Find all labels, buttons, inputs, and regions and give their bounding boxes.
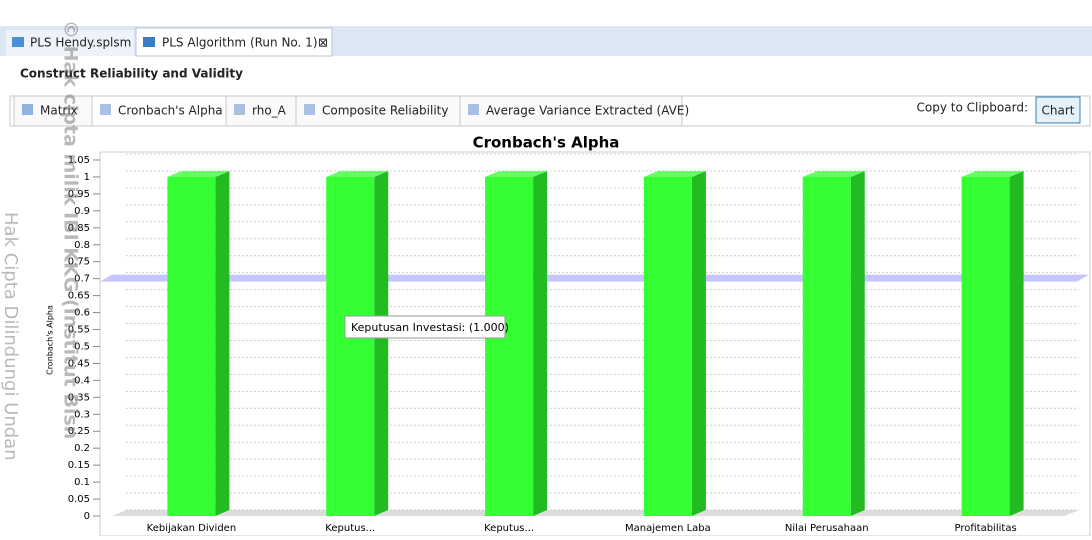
y-axis-label: Cronbach's Alpha	[46, 305, 55, 375]
close-icon[interactable]: ⊠	[318, 36, 328, 50]
bar-top	[485, 170, 548, 177]
y-tick-label: 0.25	[68, 426, 90, 437]
y-tick-label: 0.15	[68, 460, 90, 471]
bar-top	[326, 170, 389, 177]
tooltip: Keputusan Investasi: (1.000)	[351, 321, 509, 334]
y-tick-label: 0.3	[74, 409, 90, 420]
bar	[961, 176, 1010, 516]
tab-icon	[304, 104, 315, 115]
y-tick-label: 1	[84, 172, 90, 183]
sub-tab[interactable]	[459, 95, 683, 127]
bar-side	[374, 170, 389, 516]
sub-tab-label[interactable]: Matrix	[40, 104, 78, 118]
bar-side	[215, 170, 230, 516]
tab-icon	[22, 104, 33, 115]
y-tick-label: 0.45	[68, 358, 90, 369]
x-tick-label: Kebijakan Dividen	[147, 523, 237, 534]
tab-icon	[143, 37, 155, 47]
tab-icon	[234, 104, 245, 115]
y-tick-label: 0.55	[68, 325, 90, 336]
clipboard-label: Copy to Clipboard:	[917, 101, 1028, 115]
y-tick-label: 0.2	[74, 443, 90, 454]
y-tick-label: 0.8	[74, 240, 90, 251]
bar	[485, 176, 534, 516]
sub-tab-label[interactable]: Average Variance Extracted (AVE)	[486, 104, 689, 118]
watermark: Hak Cipta Dilindungi Undan	[0, 212, 21, 461]
x-tick-label: Keputus...	[325, 523, 375, 534]
y-tick-label: 0	[84, 511, 90, 522]
y-tick-label: 0.7	[74, 274, 90, 285]
chart-title: Cronbach's Alpha	[473, 134, 620, 152]
sub-tab-label[interactable]: Cronbach's Alpha	[118, 104, 223, 118]
heading: Construct Reliability and Validity	[20, 67, 243, 81]
bar	[802, 176, 851, 516]
sub-tab-label[interactable]: Composite Reliability	[322, 104, 449, 118]
bar-side	[691, 170, 706, 516]
x-tick-label: Nilai Perusahaan	[785, 523, 869, 534]
y-tick-label: 0.75	[68, 257, 90, 268]
bar-side	[850, 170, 865, 516]
tooltip-box	[344, 315, 506, 339]
y-tick-label: 0.6	[74, 308, 90, 319]
sub-tab[interactable]	[91, 95, 227, 127]
bar-side	[1009, 170, 1024, 516]
x-tick-label: Keputus...	[484, 523, 534, 534]
sub-tab[interactable]	[295, 95, 461, 127]
y-tick-label: 0.1	[74, 477, 90, 488]
bar	[167, 176, 216, 516]
bar-top	[167, 170, 230, 177]
plot-frame	[99, 151, 1091, 537]
threshold-line	[100, 274, 1089, 282]
y-tick-label: 1.05	[68, 155, 90, 166]
bar-top	[643, 170, 706, 177]
clipboard-button-label[interactable]: Chart	[1042, 104, 1075, 118]
x-tick-label: Profitabilitas	[955, 523, 1017, 534]
floor	[112, 510, 1079, 516]
y-tick-label: 0.9	[74, 206, 90, 217]
editor-tab[interactable]	[6, 30, 134, 56]
bar-top	[961, 170, 1024, 177]
watermark: © Hak cipta milik IBI KKG (Institut Bisn	[60, 20, 82, 439]
bar	[326, 176, 375, 516]
editor-tab-label[interactable]: PLS Algorithm (Run No. 1)	[162, 36, 318, 50]
bar	[643, 176, 692, 516]
y-tick-label: 0.5	[74, 341, 90, 352]
x-tick-label: Manajemen Laba	[625, 523, 711, 534]
y-tick-label: 0.4	[74, 375, 90, 386]
bar-side	[533, 170, 548, 516]
clipboard-button[interactable]	[1035, 96, 1081, 124]
y-tick-label: 0.05	[68, 494, 90, 505]
y-tick-label: 0.85	[68, 223, 90, 234]
editor-tab-label[interactable]: PLS Hendy.splsm	[30, 36, 131, 50]
y-tick-label: 0.35	[68, 392, 90, 403]
y-tick-label: 0.95	[68, 189, 90, 200]
editor-tab-active[interactable]	[135, 27, 333, 57]
tab-icon	[12, 37, 24, 47]
sub-tab-label[interactable]: rho_A	[252, 104, 287, 118]
bar-top	[802, 170, 865, 177]
y-tick-label: 0.65	[68, 291, 90, 302]
tab-icon	[468, 104, 479, 115]
tab-icon	[100, 104, 111, 115]
